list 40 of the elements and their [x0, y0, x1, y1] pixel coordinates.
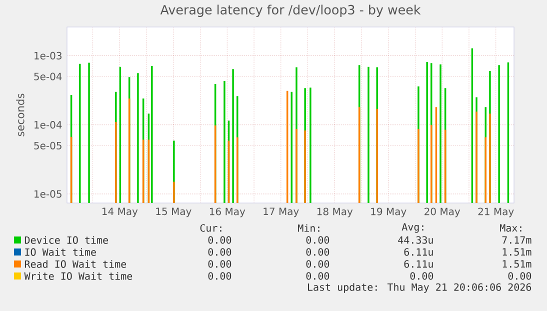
text: 0.00 — [208, 260, 232, 268]
text: Last update: Thu May 21 20:06:06 2026 — [308, 283, 532, 293]
legend-label: IO Wait time — [25, 248, 96, 256]
x-tick-label: 16 May — [210, 208, 246, 218]
text: 0.00 — [208, 248, 232, 256]
text: 6.11u — [404, 248, 433, 256]
y-tick-label: 5e-04 — [34, 72, 62, 80]
y-tick-label: 5e-05 — [34, 142, 62, 150]
x-tick-label: 18 May — [317, 208, 353, 218]
legend-label: Write IO Wait time — [24, 272, 132, 280]
text: 1.51m — [502, 248, 532, 256]
x-tick-label: 15 May — [156, 208, 192, 218]
text: 0.00 — [306, 248, 330, 256]
text: 0.00 — [410, 272, 434, 280]
y-tick-label: 1e-03 — [34, 52, 62, 60]
text: 44.33u — [398, 236, 433, 244]
text: Cur: — [200, 224, 222, 232]
text: 0.00 — [508, 272, 532, 280]
x-tick-label: 21 May — [478, 208, 514, 218]
legend-label: Device IO time — [24, 236, 108, 244]
x-tick-label: 20 May — [424, 208, 460, 218]
text: 0.00 — [306, 272, 330, 280]
y-tick-label: 1e-05 — [34, 190, 62, 198]
x-tick-label: 19 May — [371, 208, 406, 218]
y-tick-label: 1e-04 — [34, 121, 62, 129]
y-axis-title: seconds — [16, 94, 24, 136]
text: 0.00 — [306, 260, 330, 268]
legend-label: Read IO Wait time — [24, 260, 126, 268]
text: Min: — [298, 224, 320, 232]
text: 0.00 — [306, 236, 330, 244]
x-tick-label: 17 May — [264, 208, 299, 218]
text: Avg: — [402, 223, 424, 233]
text: 0.00 — [208, 272, 232, 280]
text: 7.17m — [502, 236, 532, 244]
text: 6.11u — [404, 260, 433, 268]
chart-title: Average latency for /dev/loop3 - by week — [160, 4, 421, 17]
x-tick-label: 14 May — [102, 208, 138, 218]
text: 0.00 — [208, 236, 232, 244]
text: 1.51m — [502, 260, 532, 268]
text: Max: — [500, 224, 522, 232]
